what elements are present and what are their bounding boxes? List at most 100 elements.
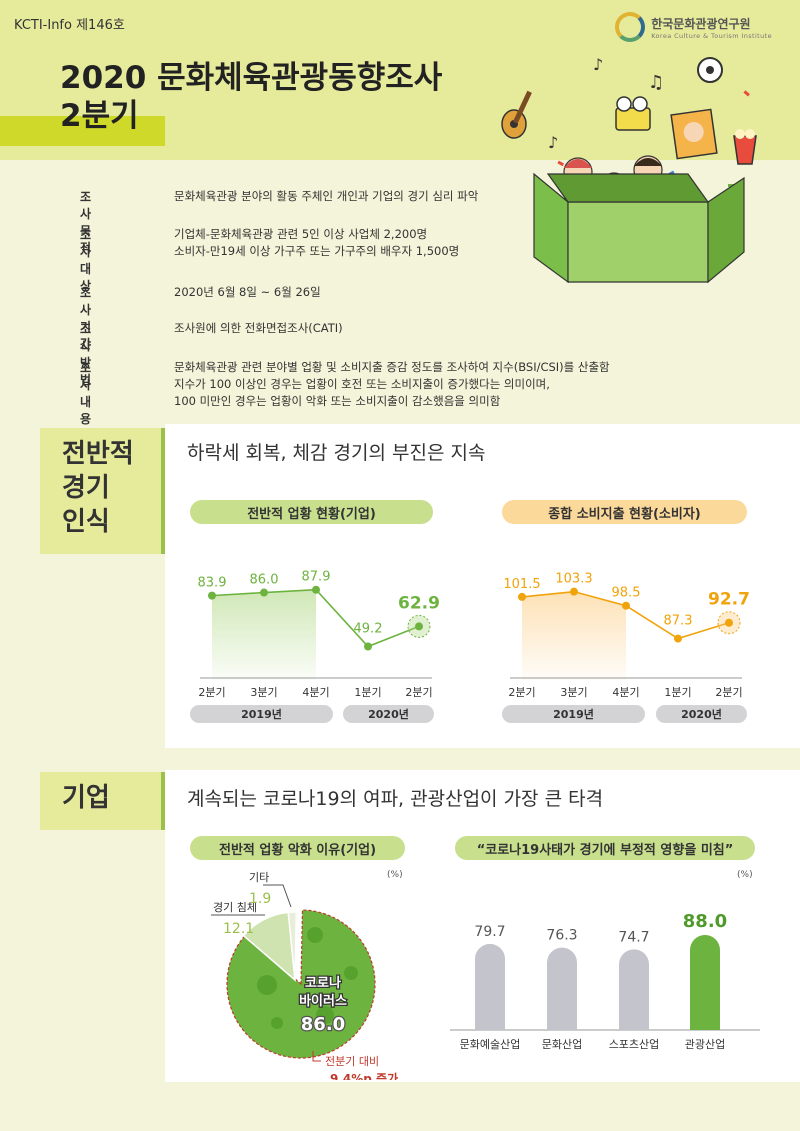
bar-value-label: 79.7 <box>474 924 505 940</box>
target-value-2: 소비자-만19세 이상 가구주 또는 가구주의 배우자 1,500명 <box>174 244 460 258</box>
pie-leader-line <box>263 884 292 908</box>
purpose-label: 조사 목적 <box>80 190 92 255</box>
issue-number: KCTI-Info 제146호 <box>14 18 125 33</box>
page-title: 2020 문화체육관광동향조사 <box>60 60 443 96</box>
chart1-year-2019: 2019년 <box>190 705 333 723</box>
chart1-value-label: 87.9 <box>302 570 331 585</box>
chart1-value-label: 86.0 <box>250 573 279 588</box>
chart1-value-label: 49.2 <box>354 622 383 637</box>
chart1-point <box>260 588 268 597</box>
chart2-value-label: 101.5 <box>503 577 540 592</box>
pie-center-label: 코로나 <box>305 975 341 991</box>
pie-slice-label: 경기 침체 <box>213 901 257 914</box>
movie-camera-icon <box>615 96 651 131</box>
bar-category-label: 문화예술산업 <box>460 1038 521 1051</box>
chart1-point <box>415 622 423 631</box>
bar-value-label: 88.0 <box>683 911 727 932</box>
chart1-area <box>212 589 316 680</box>
bar-category-label: 문화산업 <box>542 1038 582 1051</box>
purpose-value: 문화체육관광 분야의 활동 주체인 개인과 기업의 경기 심리 파악 <box>174 189 479 203</box>
chart1-point <box>312 585 320 594</box>
logo-mark-icon <box>615 12 646 42</box>
pie-value-label: 86.0 <box>301 1014 345 1035</box>
virus-icon <box>307 927 323 943</box>
bar-category-label: 스포츠산업 <box>609 1038 660 1051</box>
pie-slice <box>287 911 298 981</box>
chart2-year-2019: 2019년 <box>502 705 645 723</box>
chart1-year-2020: 2020년 <box>343 705 434 723</box>
pie-note-arrow <box>312 1051 321 1062</box>
chart1-point <box>364 642 372 651</box>
chart2-point <box>622 601 630 610</box>
section2-panel: 계속되는 코로나19의 여파, 관광산업이 가장 큰 타격 전반적 업황 악화 … <box>165 770 800 1082</box>
chart2-tick-label: 2분기 <box>508 686 535 699</box>
bar <box>547 947 577 1030</box>
bar-value-label: 74.7 <box>618 929 649 945</box>
page-subtitle: 2분기 <box>60 98 139 134</box>
section2-headline: 계속되는 코로나19의 여파, 관광산업이 가장 큰 타격 <box>187 788 604 810</box>
target-label: 조사 대상 <box>80 228 92 293</box>
method-value: 조사원에 의한 전화면접조사(CATI) <box>174 321 343 335</box>
content-value-2: 지수가 100 이상인 경우는 업황이 호전 또는 소비지출이 증가했다는 의미… <box>174 377 550 391</box>
chart2-value-label: 87.3 <box>664 614 693 629</box>
chart2-point <box>570 587 578 596</box>
chart1-line-chart: 83.9 2분기 86.0 3분기 87.9 4분기 49.2 1분기 62.9 2분기 <box>198 570 440 699</box>
pie-title: 전반적 업황 악화 이유(기업) <box>190 836 405 860</box>
section1-panel: 하락세 회복, 체감 경기의 부진은 지속 전반적 업황 현황(기업) 종합 소… <box>165 424 800 748</box>
guitar-icon <box>501 90 532 139</box>
chart1-value-label: 62.9 <box>398 593 440 613</box>
institute-logo: 한국문화관광연구원 Korea Culture & Tourism Instit… <box>615 12 772 42</box>
chart2-year-2020: 2020년 <box>656 705 747 723</box>
section1-headline: 하락세 회복, 체감 경기의 부진은 지속 <box>187 442 486 464</box>
pie-slice-label: 기타 <box>249 871 269 884</box>
chart2-title: 종합 소비지출 현황(소비자) <box>502 500 747 524</box>
chart1-tick-label: 2분기 <box>405 686 432 699</box>
pie-slice <box>226 909 376 1059</box>
content-value-3: 100 미만인 경우는 업황이 악화 또는 소비지출이 감소했음을 의미함 <box>174 394 501 408</box>
chart2-value-label: 98.5 <box>612 586 641 601</box>
chart2-point <box>518 592 526 601</box>
logo-korean: 한국문화관광연구원 <box>651 16 751 31</box>
chart1-tick-label: 3분기 <box>250 686 277 699</box>
pie-value-label: 1.9 <box>249 891 271 907</box>
virus-icon <box>344 966 358 980</box>
chart2-tick-label: 2분기 <box>715 686 742 699</box>
people-in-box-illustration: ♪ ♫ ♪ <box>501 55 757 284</box>
content-value-1: 문화체육관광 관련 분야별 업황 및 소비지출 증감 정도를 조사하여 지수(B… <box>174 360 610 374</box>
header-band: KCTI-Info 제146호 한국문화관광연구원 Korea Culture … <box>0 0 800 160</box>
virus-icon <box>257 975 277 995</box>
title-highlight-bar <box>0 116 165 146</box>
chart2-line-chart: 101.5 2분기 103.3 3분기 98.5 4분기 87.3 1분기 92.7 2분기 <box>503 572 750 699</box>
music-note-icon: ♪ <box>548 133 558 152</box>
music-note-icon: ♪ <box>593 55 603 74</box>
bar-unit: (%) <box>737 870 753 880</box>
chart2-point <box>725 618 733 627</box>
chart1-title: 전반적 업황 현황(기업) <box>190 500 433 524</box>
section2-side-text: 기업 <box>62 783 110 813</box>
chart2-value-label: 103.3 <box>555 572 592 587</box>
pie-note-label: 전분기 대비 <box>325 1055 379 1068</box>
target-value-1: 기업체-문화체육관광 관련 5인 이상 사업체 2,200명 <box>174 227 428 241</box>
pie-unit: (%) <box>387 870 403 880</box>
chart2-area <box>522 591 626 680</box>
method-label: 조사 방법 <box>80 322 92 387</box>
bar-value-label: 76.3 <box>546 928 577 944</box>
chart1-point <box>208 591 216 600</box>
section1-side-label: 전반적 경기 인식 <box>40 428 165 554</box>
section2-side-label: 기업 <box>40 772 165 830</box>
pie-value-label: 12.1 <box>223 921 254 937</box>
pie-note-value: 9.4%p 증가 <box>330 1071 398 1080</box>
chart2-tick-label: 3분기 <box>560 686 587 699</box>
gift-box-icon <box>533 172 745 284</box>
chart2-point <box>674 634 682 643</box>
bar <box>619 949 649 1030</box>
bar-category-label: 관광산업 <box>685 1038 725 1051</box>
bar <box>475 943 505 1030</box>
content-label: 조사 내용 <box>80 361 92 426</box>
chart1-tick-label: 1분기 <box>354 686 381 699</box>
virus-icon <box>271 1017 283 1029</box>
bar-chart: 79.7 문화예술산업 76.3 문화산업 74.7 스포츠산업 88.0 관광산업 <box>450 911 760 1051</box>
music-note-icon: ♫ <box>648 72 664 93</box>
section1-side-text: 전반적 경기 인식 <box>62 439 134 537</box>
